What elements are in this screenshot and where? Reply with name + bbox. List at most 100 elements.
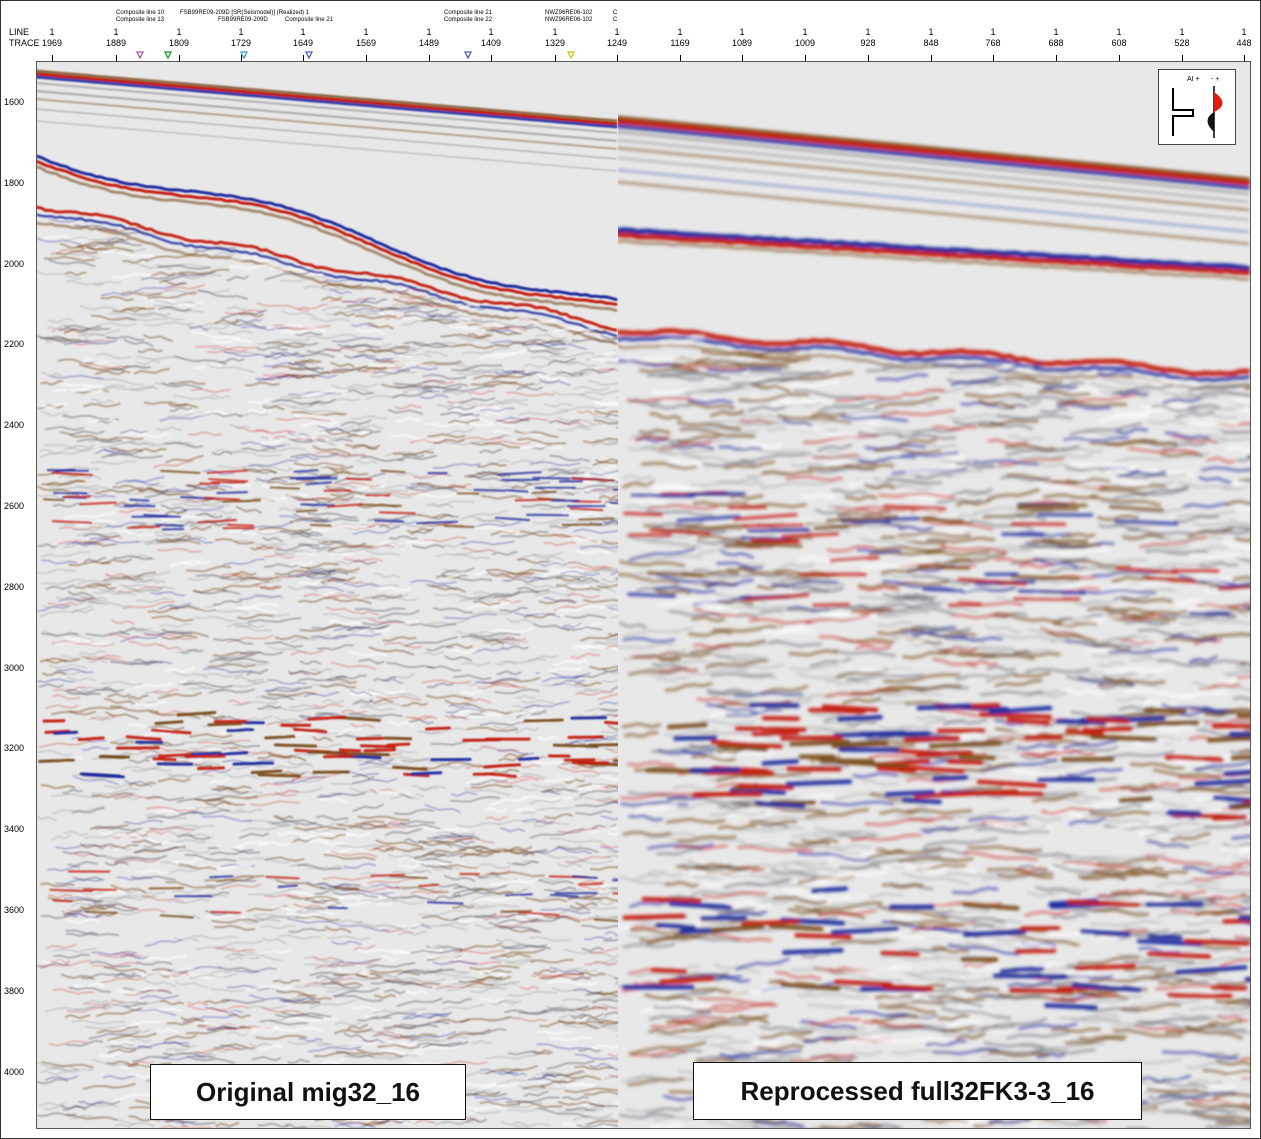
reflector bbox=[607, 632, 618, 638]
reflector bbox=[649, 665, 680, 673]
reflector bbox=[621, 479, 656, 489]
reflector bbox=[213, 939, 264, 949]
reflector bbox=[410, 948, 462, 954]
reflector bbox=[44, 425, 85, 431]
reflector bbox=[566, 504, 607, 508]
reflector bbox=[539, 1020, 576, 1028]
reflector bbox=[273, 743, 318, 748]
reflector bbox=[729, 787, 787, 795]
reflector bbox=[452, 674, 492, 681]
reflector bbox=[228, 699, 250, 705]
reflector bbox=[1025, 815, 1063, 823]
reflector bbox=[287, 1040, 331, 1045]
reflector bbox=[926, 469, 984, 478]
reflector bbox=[1123, 965, 1166, 972]
reflector bbox=[687, 747, 741, 755]
reflector bbox=[622, 913, 686, 920]
reflector bbox=[1071, 982, 1142, 993]
reflector bbox=[188, 733, 233, 739]
reflector bbox=[156, 487, 189, 493]
reflector bbox=[365, 391, 409, 401]
reflector bbox=[605, 604, 618, 608]
reflector bbox=[517, 410, 569, 416]
reflector bbox=[118, 508, 160, 514]
reflector bbox=[1117, 390, 1149, 396]
reflector bbox=[111, 272, 156, 280]
reflector bbox=[1134, 1024, 1186, 1034]
reflector bbox=[1024, 667, 1090, 674]
reflector bbox=[494, 768, 520, 775]
reflector bbox=[215, 1121, 240, 1128]
reflector bbox=[1145, 467, 1194, 477]
reflector bbox=[443, 613, 497, 620]
reflector bbox=[247, 617, 302, 623]
reflector bbox=[315, 974, 344, 981]
reflector bbox=[325, 606, 357, 615]
reflector bbox=[68, 706, 122, 713]
reflector bbox=[260, 924, 296, 930]
reflector bbox=[603, 498, 618, 504]
reflector bbox=[448, 418, 480, 424]
reflector bbox=[293, 903, 325, 910]
reflector bbox=[115, 476, 165, 485]
reflector bbox=[234, 625, 273, 632]
reflector bbox=[723, 878, 791, 889]
reflector bbox=[1192, 521, 1249, 529]
reflector bbox=[472, 889, 527, 901]
reflector bbox=[201, 815, 253, 823]
reflector bbox=[373, 993, 396, 1000]
reflector bbox=[89, 960, 131, 968]
reflector bbox=[873, 545, 947, 553]
reflector bbox=[1225, 668, 1251, 677]
reflector bbox=[275, 816, 323, 827]
reflector bbox=[399, 1020, 450, 1027]
line-number-label: 1 bbox=[176, 27, 182, 37]
well-marker-triangle bbox=[163, 51, 173, 60]
reflector bbox=[351, 415, 388, 420]
reflector bbox=[433, 607, 473, 614]
reflector bbox=[470, 903, 520, 910]
reflector bbox=[622, 626, 693, 638]
reflector bbox=[269, 266, 324, 277]
annotation-c-a: C bbox=[613, 10, 618, 16]
reflector bbox=[316, 814, 349, 821]
reflector bbox=[354, 581, 400, 588]
reflector bbox=[1223, 769, 1251, 777]
reflector bbox=[1163, 1110, 1236, 1122]
reflector bbox=[280, 328, 327, 334]
reflector bbox=[604, 886, 618, 889]
reflector bbox=[36, 108, 617, 160]
reflector bbox=[691, 754, 737, 763]
reflector bbox=[100, 241, 142, 246]
reflector bbox=[473, 895, 521, 902]
reflector bbox=[518, 530, 573, 539]
reflector bbox=[435, 972, 470, 977]
reflector bbox=[351, 428, 381, 434]
reflector bbox=[727, 562, 766, 571]
reflector bbox=[255, 1034, 308, 1040]
reflector bbox=[413, 857, 452, 864]
reflector bbox=[497, 471, 542, 476]
reflector bbox=[618, 169, 1249, 233]
reflector bbox=[207, 746, 230, 753]
reflector bbox=[213, 654, 251, 660]
reflector bbox=[514, 498, 552, 502]
reflector bbox=[43, 498, 65, 502]
reflector bbox=[988, 705, 1053, 715]
reflector bbox=[967, 815, 1029, 822]
reflector bbox=[775, 970, 822, 981]
reflector bbox=[440, 333, 490, 340]
reflector bbox=[691, 888, 738, 897]
reflector bbox=[1203, 709, 1242, 717]
reflector bbox=[414, 1044, 462, 1053]
reflector bbox=[700, 915, 747, 922]
reflector bbox=[38, 683, 64, 689]
reflector bbox=[618, 335, 1250, 383]
reflector bbox=[388, 875, 428, 879]
reflector bbox=[57, 339, 109, 345]
reflector bbox=[122, 258, 148, 264]
reflector bbox=[480, 407, 515, 412]
reflector bbox=[433, 593, 485, 601]
reflector bbox=[39, 605, 93, 618]
reflector bbox=[830, 971, 904, 983]
